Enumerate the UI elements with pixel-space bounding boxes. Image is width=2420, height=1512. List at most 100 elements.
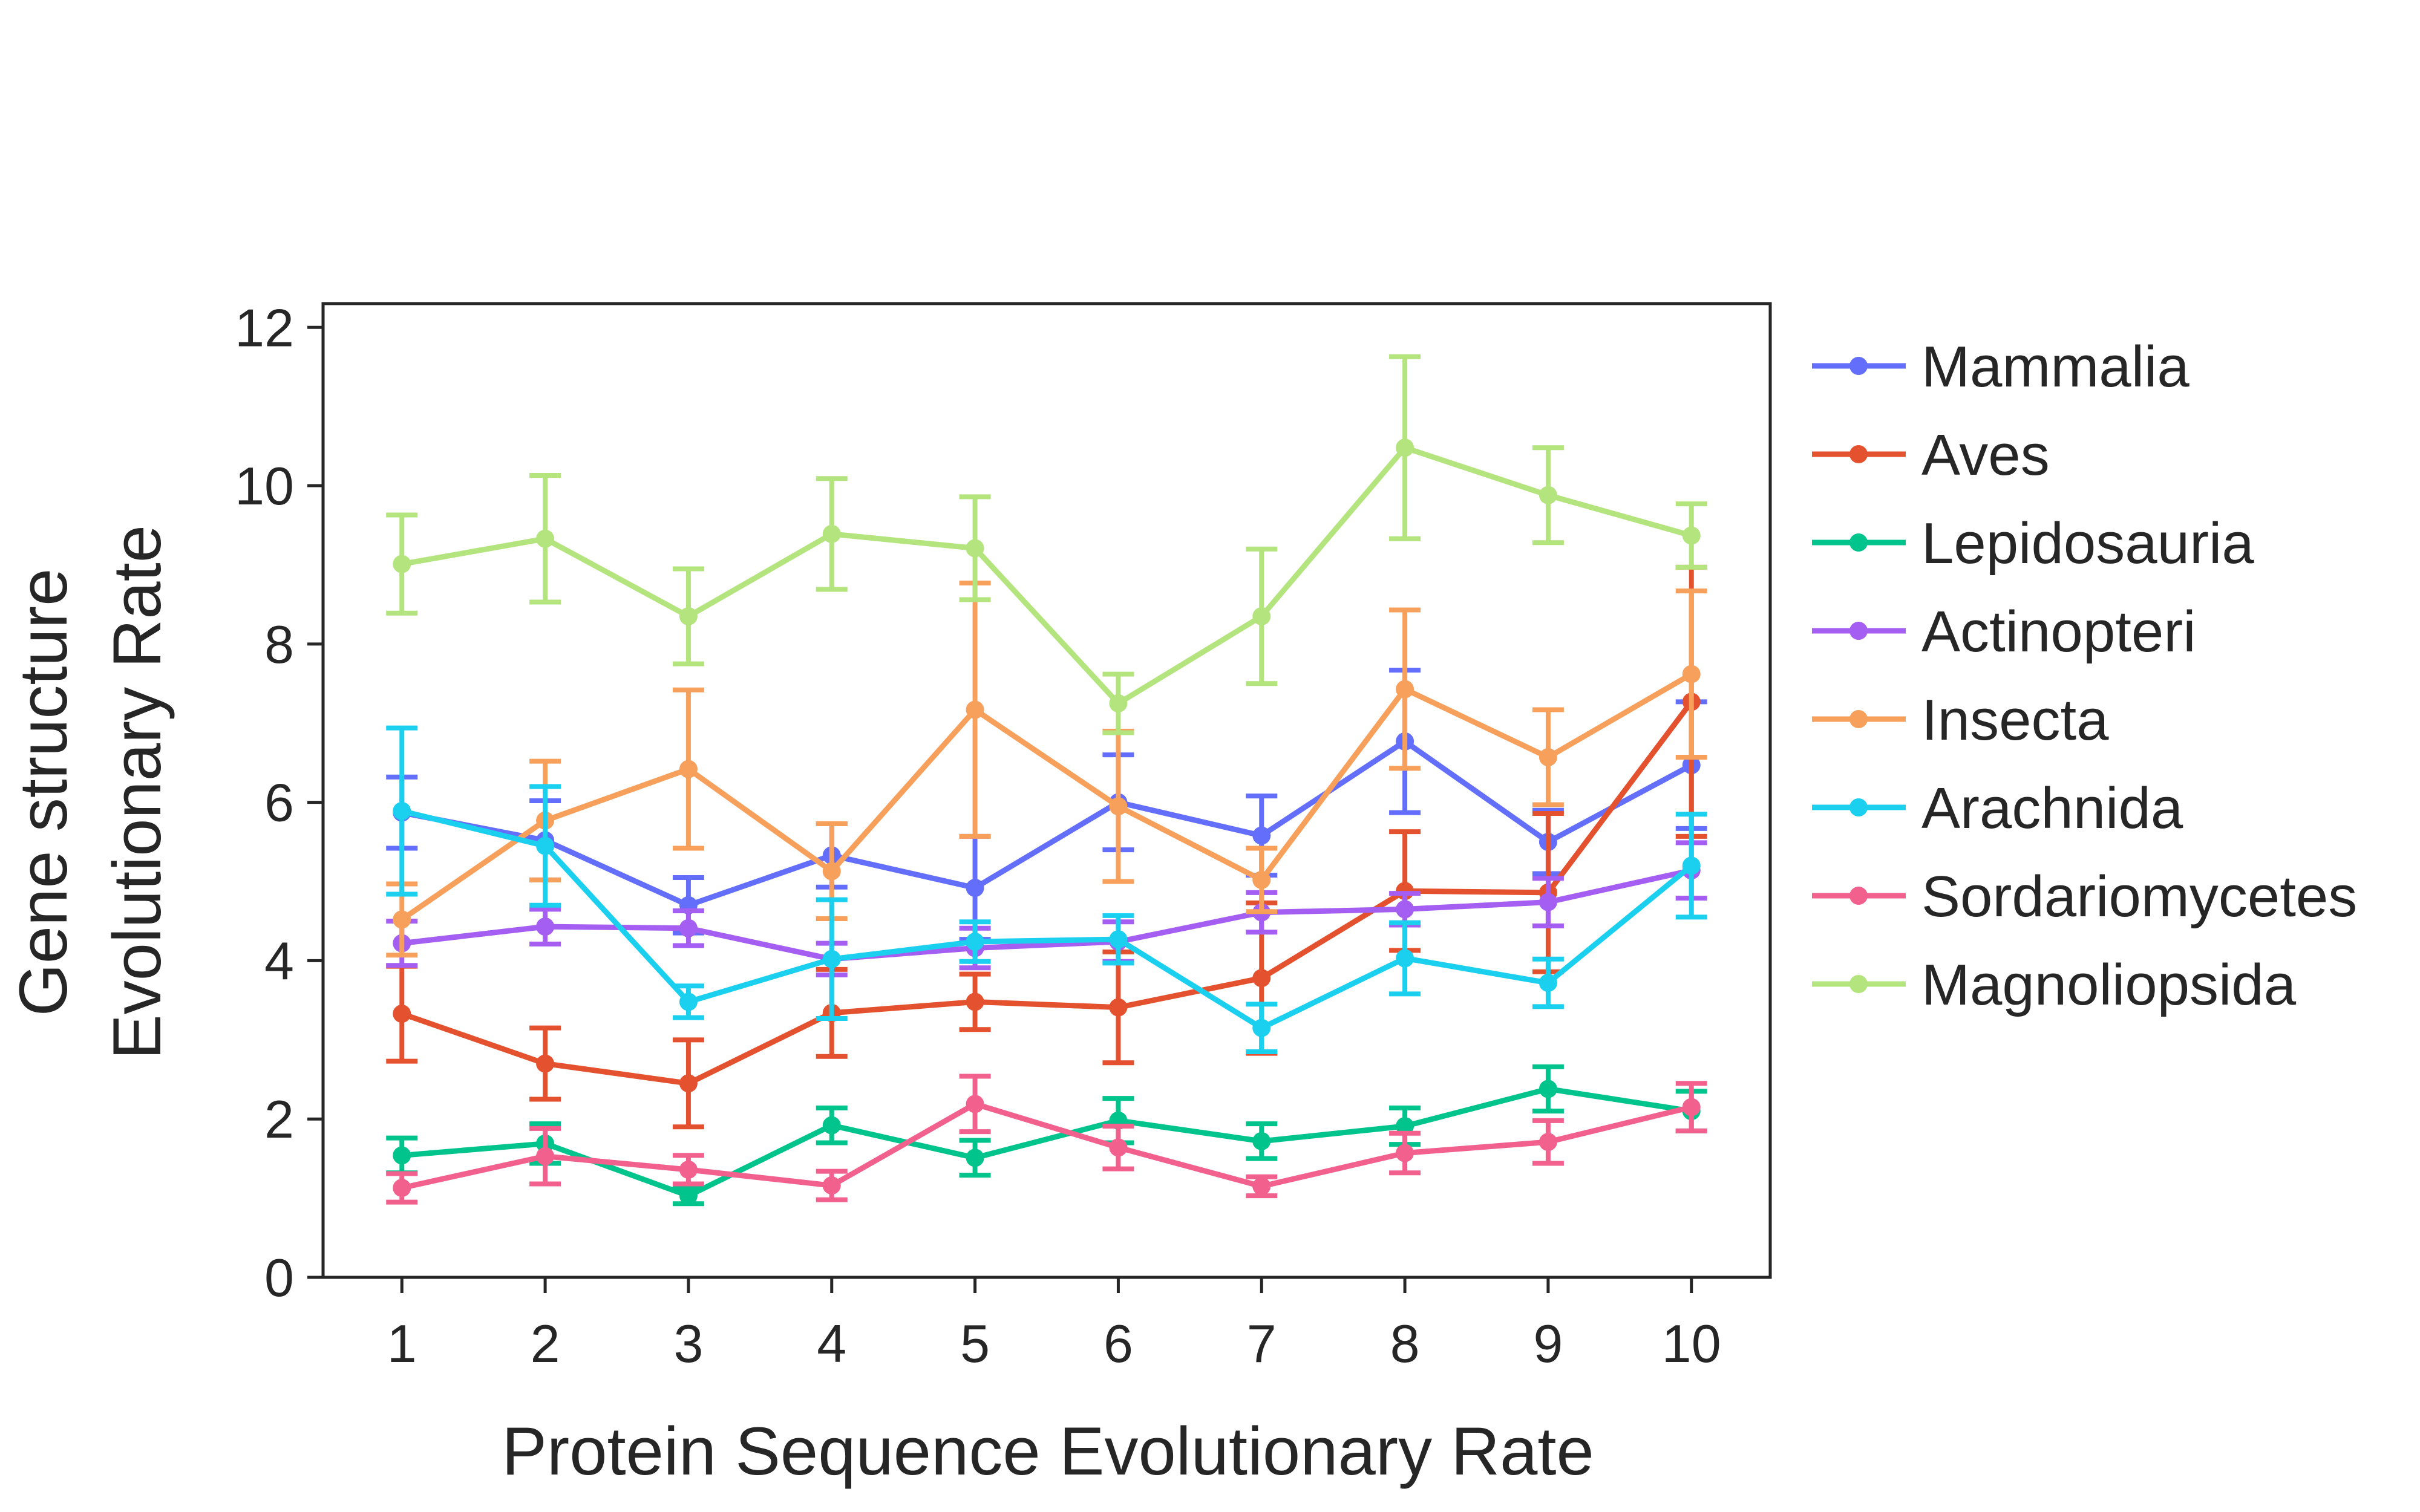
data-point: [1539, 893, 1557, 911]
data-point: [536, 836, 555, 855]
series-sordariomycetes: [386, 1074, 1707, 1205]
series-actinopteri: [386, 840, 1707, 977]
legend-item-actinopteri: Actinopteri: [1812, 599, 2196, 664]
data-point: [679, 919, 698, 937]
data-point: [966, 879, 984, 897]
y-tick-label: 2: [264, 1089, 294, 1149]
legend-item-arachnida: Arachnida: [1812, 776, 2183, 841]
data-point: [1252, 1132, 1271, 1150]
data-point: [1539, 748, 1557, 767]
legend-label: Mammalia: [1921, 334, 2189, 399]
series-line: [401, 1101, 1692, 1191]
y-tick-label: 0: [264, 1248, 294, 1308]
data-point: [822, 1116, 841, 1135]
data-point: [1252, 1018, 1271, 1037]
data-point: [1539, 974, 1557, 992]
x-tick-label: 9: [1533, 1314, 1563, 1374]
data-point: [679, 1187, 698, 1205]
legend-item-aves: Aves: [1812, 423, 2050, 487]
data-point: [1109, 1138, 1128, 1157]
legend-marker: [1849, 798, 1868, 816]
series-line: [401, 808, 1693, 1031]
x-tick-label: 6: [1104, 1314, 1133, 1374]
legend-label: Aves: [1921, 423, 2050, 487]
data-point: [536, 917, 555, 936]
data-point: [1109, 694, 1128, 713]
data-point: [1396, 1116, 1414, 1135]
data-point: [1682, 1098, 1701, 1116]
data-point: [393, 1146, 411, 1165]
data-point: [393, 910, 411, 929]
plot-area: [386, 354, 1707, 1207]
data-point: [966, 700, 984, 719]
data-point: [1109, 998, 1128, 1017]
data-point: [1252, 607, 1271, 626]
data-point: [1396, 438, 1414, 457]
data-point: [1396, 900, 1414, 919]
data-point: [966, 539, 984, 558]
data-point: [1252, 870, 1271, 889]
legend-marker: [1849, 357, 1868, 375]
legend-item-magnoliopsida: Magnoliopsida: [1812, 953, 2297, 1017]
data-point: [966, 992, 984, 1011]
data-point: [822, 524, 841, 543]
plot-frame: [321, 302, 1772, 1279]
data-point: [1539, 486, 1557, 504]
data-point: [393, 802, 411, 821]
data-point: [679, 607, 698, 626]
data-point: [1539, 1080, 1557, 1098]
y-tick-label: 12: [235, 298, 294, 357]
y-tick-label: 4: [264, 931, 294, 991]
data-point: [1252, 969, 1271, 988]
data-point: [679, 992, 698, 1011]
legend-label: Sordariomycetes: [1921, 864, 2357, 929]
y-axis-title: Gene structure Evolutionary Rate: [5, 525, 175, 1060]
x-tick-label: 8: [1390, 1314, 1420, 1374]
legend-marker: [1849, 533, 1868, 552]
series-arachnida: [386, 725, 1707, 1054]
legend-item-lepidosauria: Lepidosauria: [1812, 511, 2254, 576]
legend: Mammalia Aves Lepidosauria Actinopteri Insec…: [1812, 334, 2357, 1017]
x-axis-title: Protein Sequence Evolutionary Rate: [502, 1413, 1594, 1489]
data-point: [536, 529, 555, 548]
data-point: [393, 1005, 411, 1023]
data-point: [1252, 1177, 1271, 1196]
legend-marker: [1849, 445, 1868, 463]
x-tick-label: 7: [1247, 1314, 1277, 1374]
legend-marker: [1849, 975, 1868, 993]
legend-marker: [1849, 622, 1868, 640]
data-point: [1396, 949, 1414, 968]
data-point: [1252, 826, 1271, 845]
legend-marker: [1849, 710, 1868, 728]
legend-label: Arachnida: [1921, 776, 2183, 841]
x-tick-label: 10: [1662, 1314, 1721, 1374]
series-magnoliopsida: [386, 354, 1707, 735]
legend-marker: [1849, 887, 1868, 905]
series-line: [401, 445, 1692, 706]
series-line: [401, 738, 1693, 908]
data-point: [822, 950, 841, 968]
series-line: [401, 867, 1692, 962]
legend-label: Lepidosauria: [1921, 511, 2254, 576]
legend-label: Actinopteri: [1921, 599, 2196, 664]
x-tick-label: 1: [387, 1314, 417, 1374]
data-point: [393, 1179, 411, 1198]
series-line: [400, 671, 1693, 922]
data-point: [536, 1054, 555, 1073]
series-lepidosauria: [386, 1064, 1707, 1207]
data-point: [1539, 1133, 1557, 1152]
y-tick-label: 6: [264, 773, 294, 833]
series-line: [401, 1086, 1692, 1199]
series-insecta: [386, 581, 1707, 958]
legend-item-mammalia: Mammalia: [1812, 334, 2189, 399]
y-tick-label: 8: [264, 614, 294, 674]
legend-label: Magnoliopsida: [1921, 953, 2297, 1017]
data-point: [679, 1074, 698, 1093]
data-point: [966, 1149, 984, 1167]
data-point: [393, 555, 411, 573]
x-tick-label: 3: [673, 1314, 703, 1374]
x-tick-label: 2: [531, 1314, 560, 1374]
data-point: [1396, 1144, 1414, 1162]
data-point: [1396, 680, 1414, 699]
